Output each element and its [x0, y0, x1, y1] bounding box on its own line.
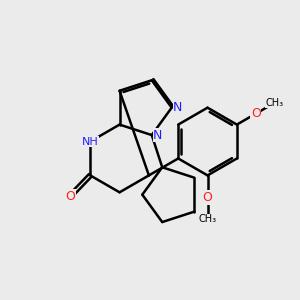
Text: NH: NH — [82, 136, 99, 146]
Text: O: O — [202, 191, 212, 204]
Text: N: N — [173, 101, 182, 114]
Text: O: O — [65, 190, 75, 202]
Text: O: O — [251, 107, 261, 120]
Text: CH₃: CH₃ — [266, 98, 284, 108]
Text: N: N — [153, 129, 163, 142]
Text: CH₃: CH₃ — [199, 214, 217, 224]
